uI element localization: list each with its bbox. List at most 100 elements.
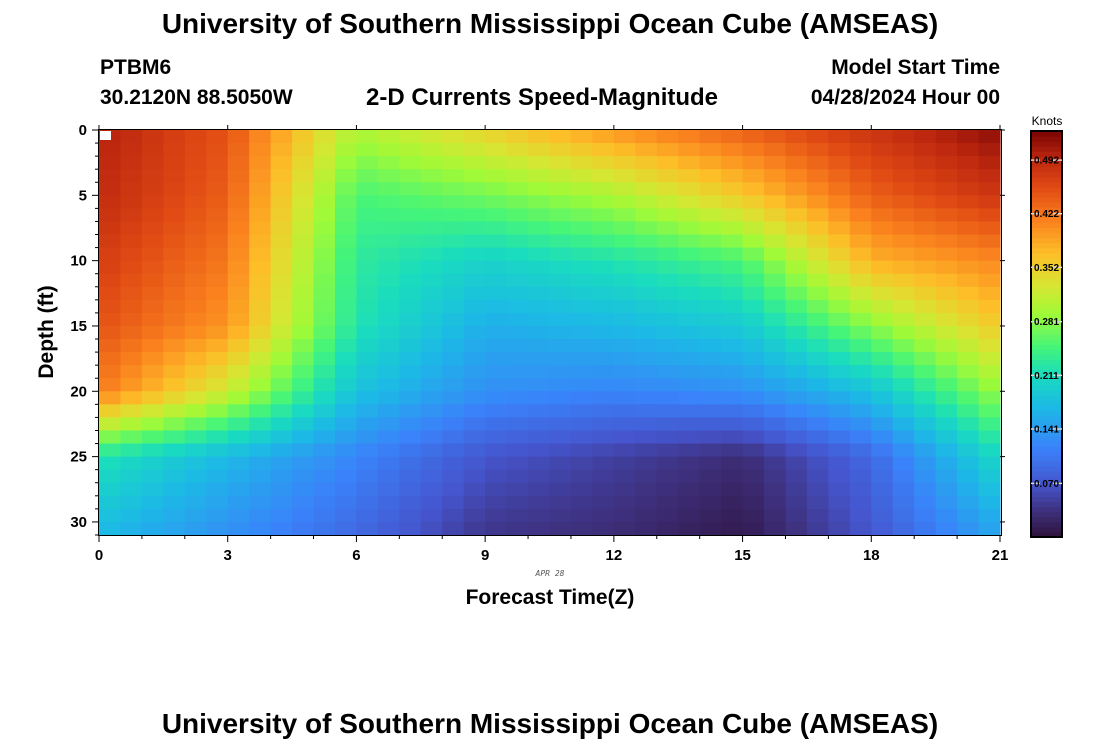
heatmap-cell	[463, 469, 486, 484]
heatmap-cell	[313, 352, 336, 366]
heatmap-cell	[656, 182, 679, 196]
heatmap-cell	[570, 417, 593, 432]
heatmap-cell	[313, 456, 336, 471]
heatmap-cell	[678, 143, 701, 157]
heatmap-cell	[892, 247, 915, 262]
colorbar-swatch	[1031, 334, 1062, 340]
heatmap-cell	[549, 508, 572, 523]
colorbar-unit: Knots	[1032, 114, 1063, 128]
heatmap-cell	[270, 156, 293, 170]
heatmap-cell	[828, 482, 851, 497]
heatmap-cell	[764, 286, 787, 301]
heatmap-cell	[678, 430, 701, 445]
heatmap-cell	[656, 286, 679, 301]
heatmap-cell	[528, 469, 551, 484]
heatmap-cell	[356, 182, 379, 196]
heatmap-cell	[399, 495, 422, 510]
heatmap-cell	[785, 208, 808, 223]
heatmap-cell	[549, 482, 572, 497]
heatmap-cell	[334, 469, 358, 484]
heatmap-cell	[163, 443, 186, 458]
heatmap-cell	[334, 378, 358, 392]
colorbar-swatch	[1031, 501, 1062, 508]
heatmap-cell	[871, 404, 894, 419]
heatmap-cell	[141, 312, 164, 327]
heatmap-cell	[742, 130, 765, 144]
heatmap-cell	[206, 260, 229, 275]
heatmap-cell	[806, 286, 829, 301]
heatmap-cell	[914, 391, 937, 405]
heatmap-cell	[99, 299, 122, 314]
heatmap-cell	[292, 143, 315, 157]
heatmap-cell	[957, 482, 980, 497]
heatmap-cell	[592, 325, 615, 340]
heatmap-cell	[957, 208, 980, 223]
heatmap-cell	[721, 195, 744, 209]
heatmap-cell	[141, 352, 164, 366]
heatmap-cell	[313, 404, 336, 419]
heatmap-cell	[420, 443, 443, 458]
heatmap-cell	[463, 156, 486, 170]
heatmap-cell	[420, 143, 443, 157]
heatmap-cell	[635, 495, 658, 510]
heatmap-cell	[141, 143, 164, 157]
heatmap-cell	[528, 234, 551, 249]
heatmap-cell	[978, 430, 1001, 445]
heatmap-cell	[528, 221, 551, 236]
heatmap-cell	[292, 417, 315, 432]
heatmap-cell	[613, 482, 636, 497]
heatmap-cell	[613, 325, 636, 340]
heatmap-cell	[141, 286, 164, 301]
heatmap-cell	[120, 299, 143, 314]
heatmap-cell	[270, 286, 293, 301]
heatmap-cell	[99, 260, 122, 275]
heatmap-cell	[463, 169, 486, 183]
colorbar-swatch	[1031, 526, 1062, 533]
colorbar-swatch	[1031, 288, 1062, 294]
heatmap-cell	[399, 404, 422, 419]
colorbar-tick-label: 0.422	[1034, 209, 1059, 220]
heatmap-cell	[506, 221, 529, 236]
heatmap-cell	[249, 352, 272, 366]
heatmap-cell	[549, 378, 572, 392]
heatmap-cell	[549, 325, 572, 340]
heatmap-cell	[313, 130, 336, 144]
heatmap-cell	[764, 469, 787, 484]
heatmap-cell	[163, 469, 186, 484]
heatmap-cell	[806, 352, 829, 366]
heatmap-cell	[399, 273, 422, 288]
colorbar-tick-label: 0.492	[1034, 156, 1059, 167]
heatmap-cell	[528, 352, 551, 366]
heatmap-cell	[206, 521, 229, 536]
heatmap-cell	[785, 521, 808, 536]
colorbar-swatch	[1031, 232, 1062, 239]
heatmap-cell	[420, 417, 443, 432]
heatmap-cell	[420, 391, 443, 405]
heatmap-cell	[785, 169, 808, 183]
heatmap-cell	[549, 391, 572, 405]
colorbar-swatch	[1031, 344, 1062, 350]
heatmap-cell	[485, 443, 508, 458]
heatmap-cell	[978, 521, 1001, 536]
colorbar-swatch	[1031, 435, 1062, 442]
heatmap-cell	[120, 417, 143, 432]
heatmap-cell	[764, 169, 787, 183]
heatmap-cell	[549, 469, 572, 484]
heatmap-cell	[957, 325, 980, 340]
heatmap-cell	[978, 469, 1001, 484]
heatmap-cell	[99, 208, 122, 223]
heatmap-cell	[163, 417, 186, 432]
heatmap-cell	[528, 482, 551, 497]
colorbar-swatch	[1031, 298, 1062, 305]
heatmap-cell	[184, 391, 207, 405]
heatmap-cell	[699, 456, 722, 471]
heatmap-cell	[270, 195, 293, 209]
x-axis: 0 3 6 9 12 15 18 21	[95, 125, 1008, 564]
heatmap-cell	[871, 286, 894, 301]
heatmap-cell	[935, 247, 958, 262]
heatmap-cell	[871, 156, 894, 170]
heatmap-cell	[313, 156, 336, 170]
heatmap-cell	[978, 299, 1001, 314]
heatmap-cell	[249, 221, 272, 236]
heatmap-cell	[699, 286, 722, 301]
